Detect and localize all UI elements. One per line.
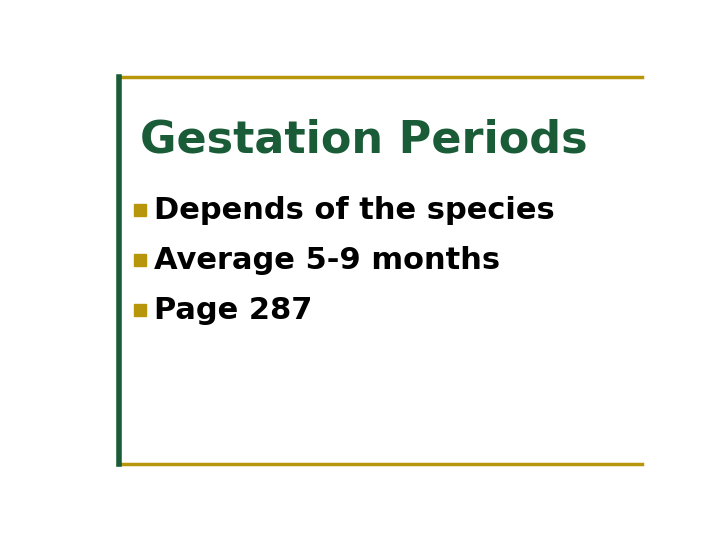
Text: Page 287: Page 287 xyxy=(154,295,312,325)
Text: Gestation Periods: Gestation Periods xyxy=(140,119,588,162)
Text: Average 5-9 months: Average 5-9 months xyxy=(154,246,500,275)
Text: Depends of the species: Depends of the species xyxy=(154,196,555,225)
